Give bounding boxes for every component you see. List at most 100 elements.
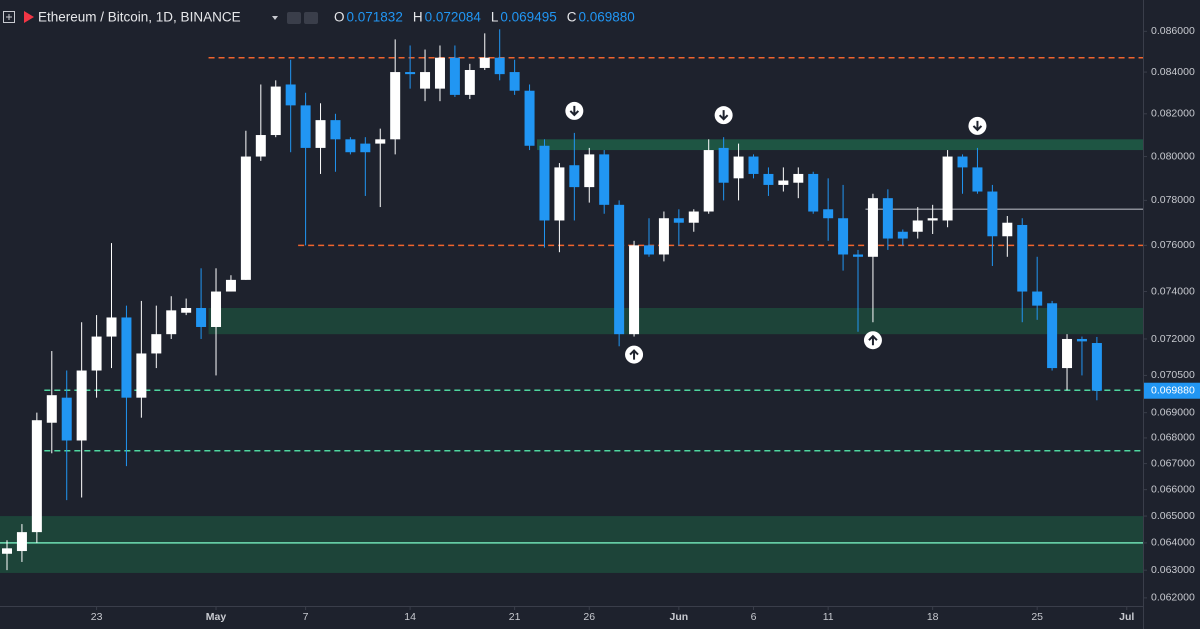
candle-body xyxy=(315,120,326,148)
candle-body xyxy=(972,167,983,192)
candle-body xyxy=(554,167,565,221)
settings-button[interactable] xyxy=(304,12,318,24)
y-tick-label: 0.068000 xyxy=(1151,432,1195,444)
candle-body xyxy=(688,211,699,223)
candle-body xyxy=(912,220,923,232)
signal-arrow-glyph xyxy=(569,105,580,117)
y-tick-label: 0.080000 xyxy=(1151,150,1195,162)
signal-arrow xyxy=(968,116,987,135)
candle-body xyxy=(405,72,416,75)
candle-body xyxy=(897,231,908,239)
candle-body xyxy=(1017,224,1028,292)
expand-icon[interactable] xyxy=(3,11,15,23)
y-tick-label: 0.063000 xyxy=(1151,564,1195,576)
candle-body xyxy=(658,218,669,255)
candle-body xyxy=(1062,338,1073,369)
y-tick-label: 0.076000 xyxy=(1151,239,1195,251)
candle-body xyxy=(375,139,386,144)
candle-body xyxy=(151,334,162,354)
candle-body xyxy=(1032,291,1043,306)
candle-body xyxy=(509,72,520,91)
candle-body xyxy=(718,147,729,183)
candle-body xyxy=(434,57,445,89)
candle-body xyxy=(479,57,490,68)
candle-body xyxy=(733,156,744,179)
candle-body xyxy=(136,353,147,398)
candle-body xyxy=(91,336,102,371)
symbol-caret[interactable] xyxy=(272,16,278,20)
candle-body xyxy=(823,209,834,219)
ohlc-key: H xyxy=(413,10,423,25)
candle-body xyxy=(1091,343,1102,391)
candle-body xyxy=(16,532,27,552)
y-tick-label: 0.069000 xyxy=(1151,406,1195,418)
candle-body xyxy=(449,57,460,95)
candle-body xyxy=(2,548,12,554)
candle-body xyxy=(584,154,595,188)
x-tick-label: 11 xyxy=(823,611,834,623)
y-tick-label: 0.082000 xyxy=(1151,108,1195,120)
y-tick-label: 0.072000 xyxy=(1151,333,1195,345)
x-tick-label: 26 xyxy=(583,611,595,623)
candle-body xyxy=(106,317,117,337)
signal-arrow xyxy=(863,331,882,350)
candle-body xyxy=(166,310,177,335)
candle-body xyxy=(629,245,640,335)
plot-area xyxy=(0,29,1143,573)
toolbar-icon[interactable] xyxy=(3,11,15,23)
x-tick-label: Jun xyxy=(670,611,689,623)
x-tick-label: May xyxy=(206,611,227,623)
candle-body xyxy=(420,72,431,89)
zone xyxy=(0,516,1143,573)
ohlc-value: 0.071832 xyxy=(347,10,403,25)
ohlc-value: 0.069880 xyxy=(578,10,634,25)
candle-body xyxy=(882,198,893,239)
ohlc-value: 0.069495 xyxy=(500,10,556,25)
zone xyxy=(537,139,1143,151)
candle-body xyxy=(494,57,505,75)
x-tick-label: 14 xyxy=(404,611,416,623)
candle-body xyxy=(867,198,878,257)
y-tick-label: 0.078000 xyxy=(1151,194,1195,206)
signal-arrow xyxy=(565,101,584,120)
y-tick-label: 0.064000 xyxy=(1151,537,1195,549)
y-tick-label: 0.062000 xyxy=(1151,592,1195,604)
candle-body xyxy=(539,145,550,221)
zone xyxy=(208,307,1143,335)
candle-body xyxy=(360,143,371,153)
y-tick-label: 0.067000 xyxy=(1151,457,1195,469)
candle-body xyxy=(225,279,236,292)
candle-body xyxy=(599,154,610,205)
signal-arrow-glyph xyxy=(972,120,983,132)
candle-body xyxy=(31,420,42,533)
x-tick-label: 25 xyxy=(1031,611,1043,623)
signal-arrow xyxy=(625,345,644,364)
price-label-box xyxy=(1144,382,1200,399)
x-tick-label: 7 xyxy=(303,611,309,623)
candle-body xyxy=(330,120,341,140)
candle-body xyxy=(838,218,849,255)
x-tick-label: 6 xyxy=(751,611,757,623)
x-tick-label: 23 xyxy=(91,611,103,623)
candle-body xyxy=(1047,303,1058,369)
candle-body xyxy=(808,173,819,212)
signal-arrow-glyph xyxy=(629,349,639,360)
candle-body xyxy=(270,86,281,136)
eye-button[interactable] xyxy=(287,12,301,24)
candle-body xyxy=(703,150,714,212)
signal-arrow-glyph xyxy=(868,334,878,346)
candle-body xyxy=(614,204,625,335)
x-tick-label: Jul xyxy=(1119,611,1134,623)
ohlc-key: O xyxy=(334,10,345,25)
y-tick-label: 0.084000 xyxy=(1151,66,1195,78)
candle-body xyxy=(987,191,998,237)
y-tick-label: 0.070500 xyxy=(1151,369,1195,381)
candle-body xyxy=(285,84,296,106)
candle-body xyxy=(763,173,774,185)
ohlc-key: L xyxy=(491,10,499,25)
symbol-title[interactable]: Ethereum / Bitcoin, 1D, BINANCE xyxy=(38,10,241,25)
candle-body xyxy=(181,307,192,313)
candle-body xyxy=(524,90,535,146)
